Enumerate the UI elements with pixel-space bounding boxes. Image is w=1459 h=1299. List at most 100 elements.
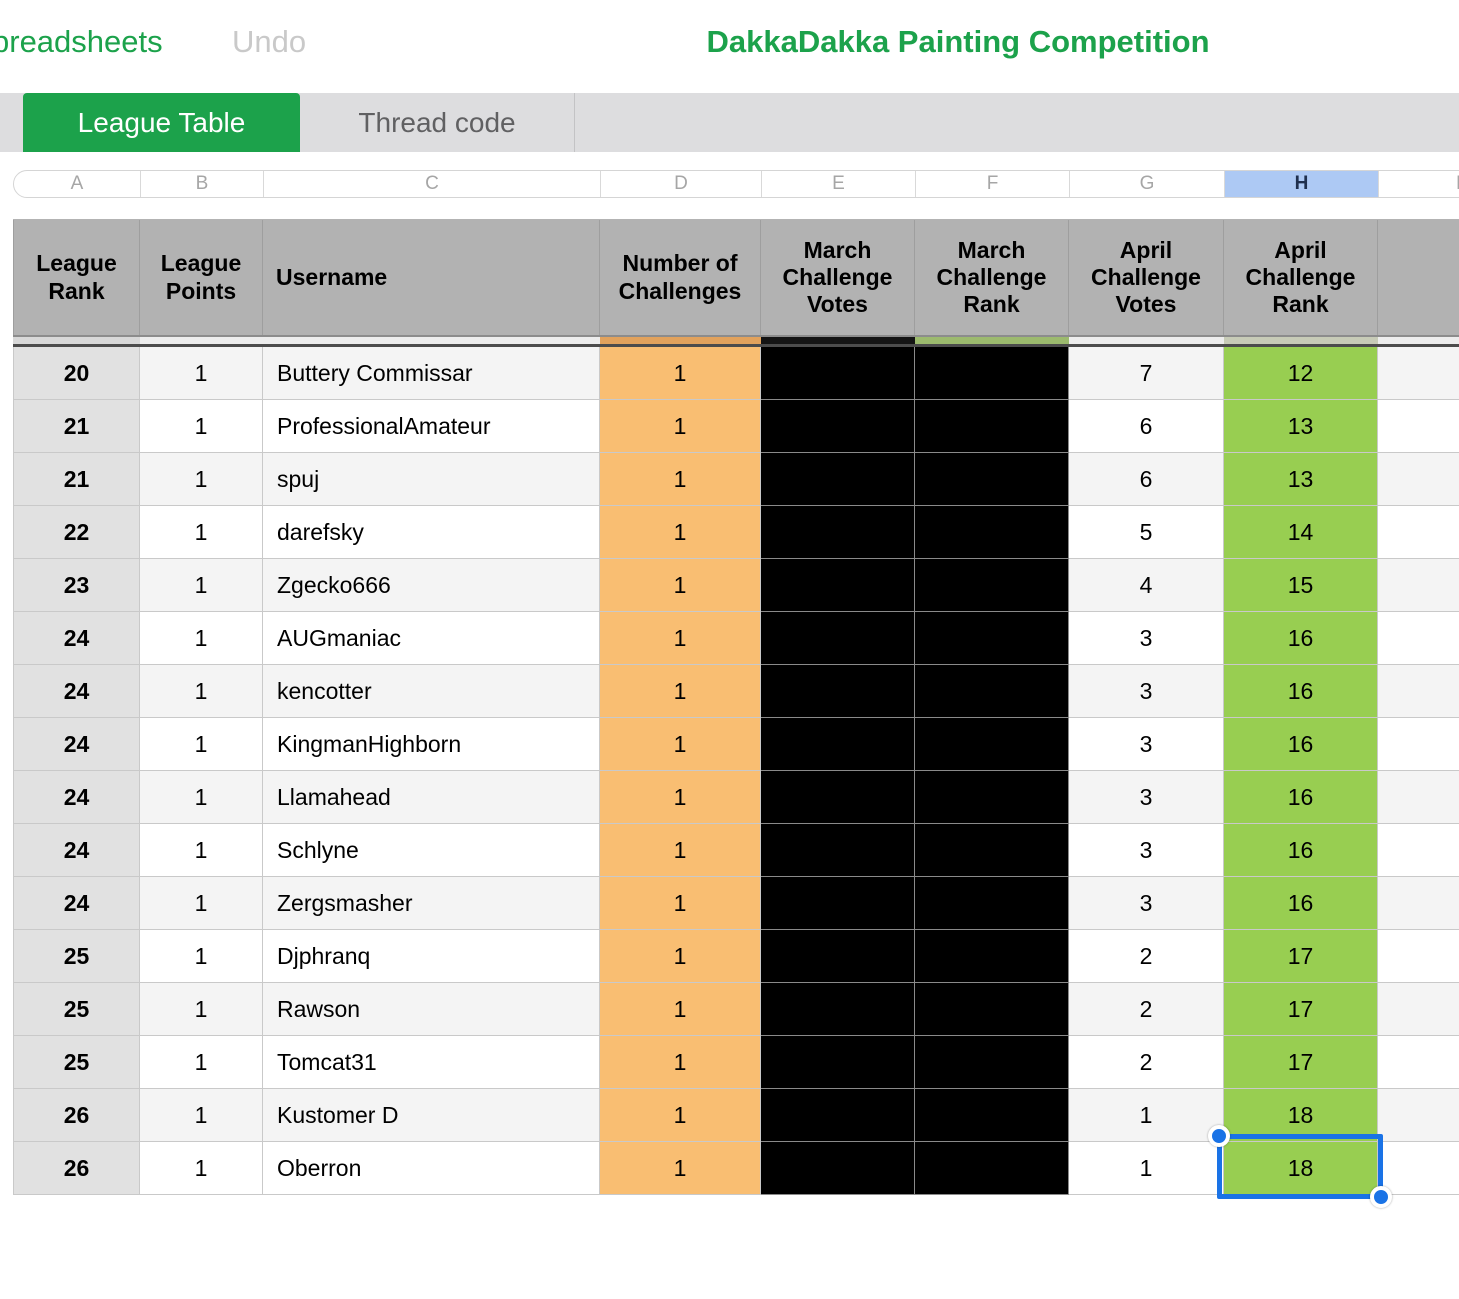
cell-march-votes[interactable]: [761, 1089, 915, 1142]
header-blank[interactable]: [1378, 220, 1459, 335]
cell-april-votes[interactable]: 3: [1069, 665, 1224, 718]
cell-username[interactable]: Zgecko666: [263, 559, 600, 612]
cell-april-rank[interactable]: 15: [1224, 559, 1378, 612]
cell-num-challenges[interactable]: 1: [600, 506, 761, 559]
cell-username[interactable]: KingmanHighborn: [263, 718, 600, 771]
cell-league-points[interactable]: 1: [140, 506, 263, 559]
header-march-challenge-rank[interactable]: March Challenge Rank: [915, 220, 1069, 335]
cell-march-votes[interactable]: [761, 665, 915, 718]
cell-april-votes[interactable]: 4: [1069, 559, 1224, 612]
spreadsheets-back-button[interactable]: preadsheets: [0, 24, 163, 59]
cell-league-points[interactable]: 1: [140, 1089, 263, 1142]
cell-april-rank[interactable]: 16: [1224, 824, 1378, 877]
cell-april-votes[interactable]: 1: [1069, 1089, 1224, 1142]
cell-username[interactable]: darefsky: [263, 506, 600, 559]
cell-username[interactable]: Djphranq: [263, 930, 600, 983]
cell-april-votes[interactable]: 3: [1069, 612, 1224, 665]
cell-username[interactable]: Kustomer D: [263, 1089, 600, 1142]
header-league-rank[interactable]: League Rank: [13, 220, 140, 335]
cell-april-votes[interactable]: 2: [1069, 1036, 1224, 1089]
cell-march-rank[interactable]: [915, 612, 1069, 665]
cell-march-votes[interactable]: [761, 771, 915, 824]
cell-league-rank[interactable]: 24: [13, 771, 140, 824]
cell-april-votes[interactable]: 7: [1069, 347, 1224, 400]
column-letter-d[interactable]: D: [601, 171, 762, 197]
cell-april-rank[interactable]: 17: [1224, 983, 1378, 1036]
cell-march-rank[interactable]: [915, 718, 1069, 771]
undo-button[interactable]: Undo: [232, 24, 307, 59]
cell-username[interactable]: ProfessionalAmateur: [263, 400, 600, 453]
column-letter-h[interactable]: H: [1225, 171, 1379, 197]
cell-april-votes[interactable]: 5: [1069, 506, 1224, 559]
cell-username[interactable]: Schlyne: [263, 824, 600, 877]
cell-league-points[interactable]: 1: [140, 612, 263, 665]
header-league-points[interactable]: League Points: [140, 220, 263, 335]
cell-league-rank[interactable]: 21: [13, 400, 140, 453]
cell-league-rank[interactable]: 24: [13, 877, 140, 930]
cell-april-votes[interactable]: 3: [1069, 877, 1224, 930]
cell-league-points[interactable]: 1: [140, 1142, 263, 1195]
cell-league-rank[interactable]: 23: [13, 559, 140, 612]
cell-april-rank[interactable]: 13: [1224, 400, 1378, 453]
cell-league-points[interactable]: 1: [140, 559, 263, 612]
cell-march-rank[interactable]: [915, 930, 1069, 983]
cell-league-points[interactable]: 1: [140, 718, 263, 771]
cell-march-rank[interactable]: [915, 665, 1069, 718]
cell-march-votes[interactable]: [761, 930, 915, 983]
cell-league-rank[interactable]: 24: [13, 824, 140, 877]
cell-num-challenges[interactable]: 1: [600, 1142, 761, 1195]
cell-league-rank[interactable]: 25: [13, 983, 140, 1036]
cell-league-points[interactable]: 1: [140, 453, 263, 506]
cell-march-rank[interactable]: [915, 1089, 1069, 1142]
cell-league-rank[interactable]: 21: [13, 453, 140, 506]
cell-march-rank[interactable]: [915, 983, 1069, 1036]
cell-april-votes[interactable]: 3: [1069, 824, 1224, 877]
cell-num-challenges[interactable]: 1: [600, 824, 761, 877]
cell-league-rank[interactable]: 22: [13, 506, 140, 559]
cell-march-rank[interactable]: [915, 453, 1069, 506]
cell-username[interactable]: Zergsmasher: [263, 877, 600, 930]
cell-username[interactable]: AUGmaniac: [263, 612, 600, 665]
cell-april-rank[interactable]: 16: [1224, 877, 1378, 930]
cell-april-votes[interactable]: 3: [1069, 718, 1224, 771]
cell-april-rank[interactable]: 14: [1224, 506, 1378, 559]
cell-num-challenges[interactable]: 1: [600, 877, 761, 930]
cell-april-rank[interactable]: 16: [1224, 771, 1378, 824]
cell-username[interactable]: Tomcat31: [263, 1036, 600, 1089]
cell-april-votes[interactable]: 2: [1069, 930, 1224, 983]
cell-league-points[interactable]: 1: [140, 877, 263, 930]
cell-league-points[interactable]: 1: [140, 1036, 263, 1089]
cell-march-votes[interactable]: [761, 453, 915, 506]
header-march-challenge-votes[interactable]: March Challenge Votes: [761, 220, 915, 335]
cell-march-rank[interactable]: [915, 824, 1069, 877]
cell-league-points[interactable]: 1: [140, 824, 263, 877]
cell-april-votes[interactable]: 6: [1069, 400, 1224, 453]
cell-league-points[interactable]: 1: [140, 930, 263, 983]
cell-username[interactable]: Buttery Commissar: [263, 347, 600, 400]
tab-thread-code[interactable]: Thread code: [300, 93, 575, 152]
column-letter-f[interactable]: F: [916, 171, 1070, 197]
cell-april-votes[interactable]: 1: [1069, 1142, 1224, 1195]
column-letter-g[interactable]: G: [1070, 171, 1225, 197]
column-letter-e[interactable]: E: [762, 171, 916, 197]
cell-march-rank[interactable]: [915, 506, 1069, 559]
header-april-challenge-rank[interactable]: April Challenge Rank: [1224, 220, 1378, 335]
cell-march-votes[interactable]: [761, 347, 915, 400]
column-letter-c[interactable]: C: [264, 171, 601, 197]
cell-league-points[interactable]: 1: [140, 983, 263, 1036]
tab-league-table[interactable]: League Table: [23, 93, 300, 152]
cell-march-rank[interactable]: [915, 559, 1069, 612]
cell-april-rank[interactable]: 16: [1224, 612, 1378, 665]
header-number-of-challenges[interactable]: Number of Challenges: [600, 220, 761, 335]
cell-num-challenges[interactable]: 1: [600, 612, 761, 665]
cell-march-rank[interactable]: [915, 877, 1069, 930]
cell-num-challenges[interactable]: 1: [600, 1089, 761, 1142]
cell-league-rank[interactable]: 25: [13, 930, 140, 983]
cell-april-rank[interactable]: 16: [1224, 665, 1378, 718]
cell-num-challenges[interactable]: 1: [600, 400, 761, 453]
cell-april-rank[interactable]: 17: [1224, 1036, 1378, 1089]
cell-april-rank[interactable]: 18: [1224, 1142, 1378, 1195]
cell-league-points[interactable]: 1: [140, 665, 263, 718]
cell-march-votes[interactable]: [761, 559, 915, 612]
column-letter-i[interactable]: I: [1379, 171, 1459, 197]
